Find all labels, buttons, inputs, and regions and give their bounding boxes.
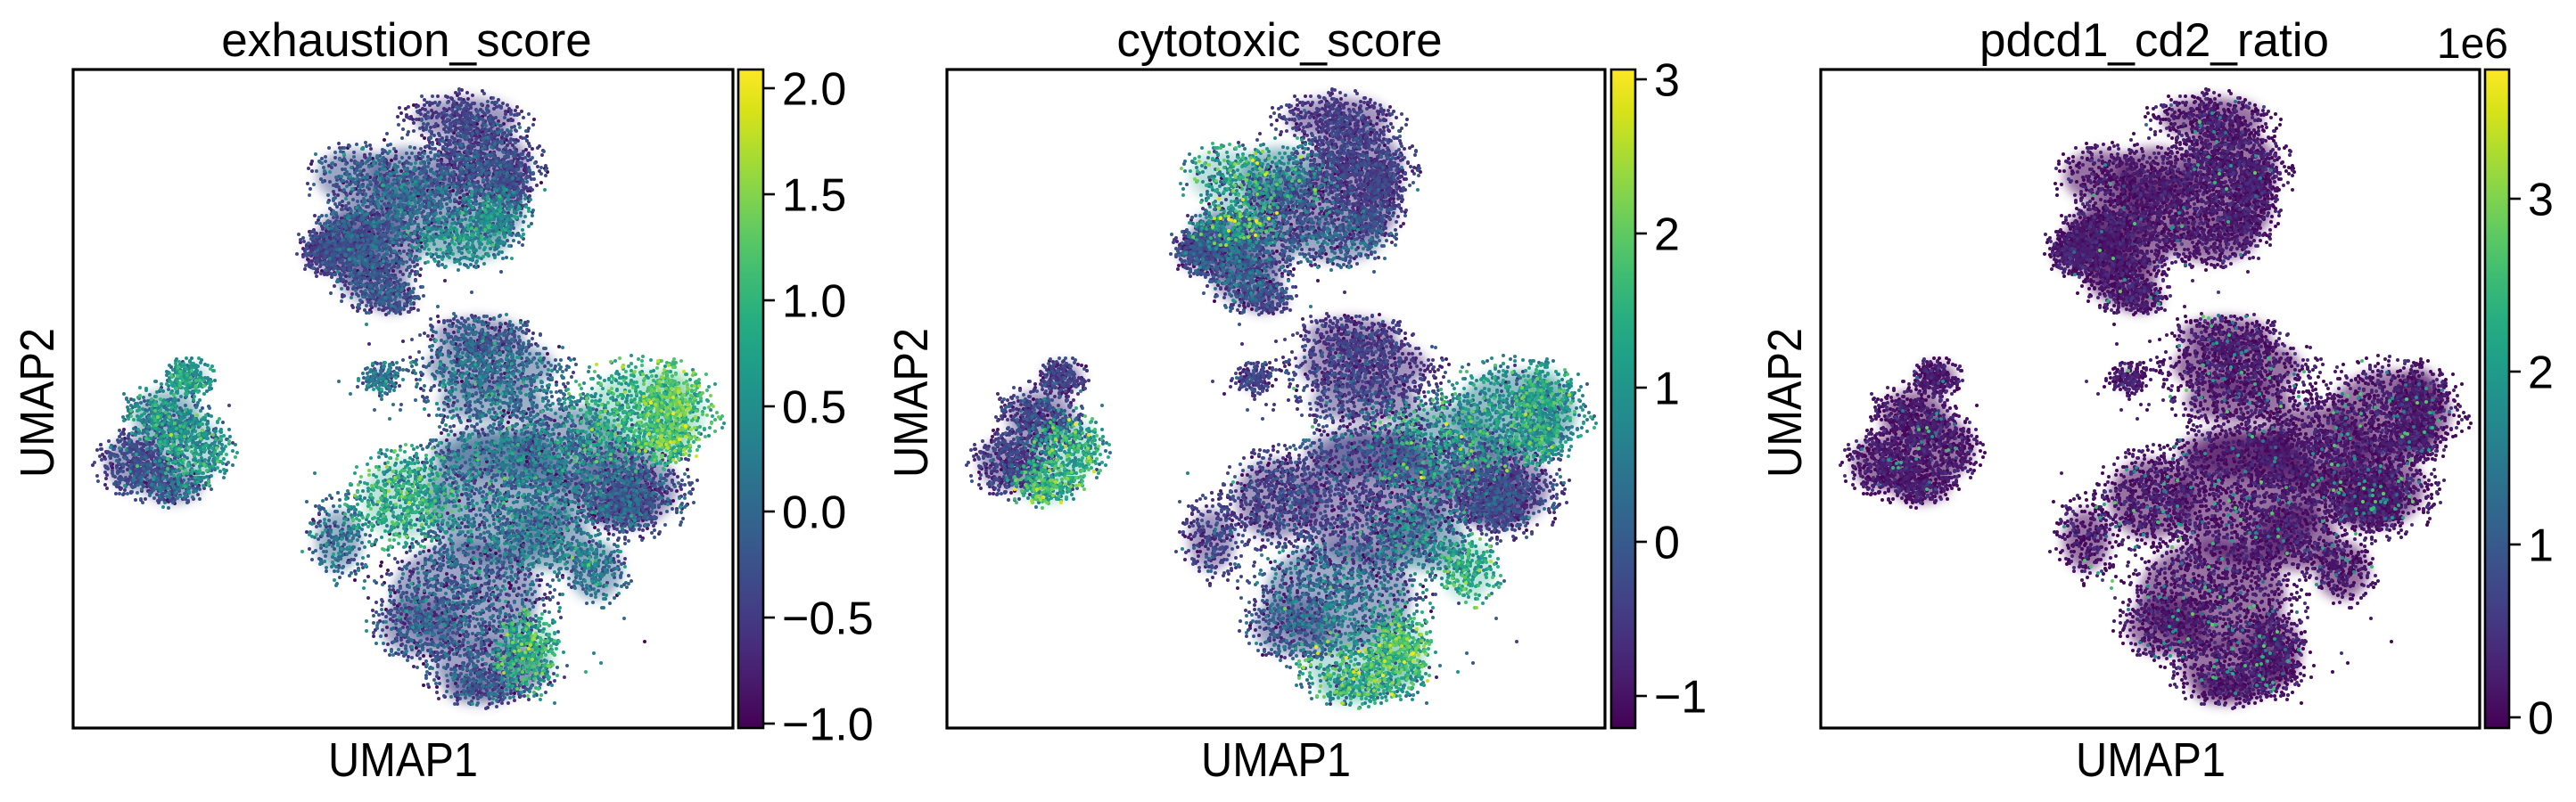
svg-text:0.5: 0.5	[782, 382, 846, 434]
svg-text:0: 0	[1654, 518, 1680, 569]
svg-text:−0.5: −0.5	[782, 593, 874, 645]
svg-text:1: 1	[1654, 364, 1680, 415]
svg-text:1.0: 1.0	[782, 276, 846, 328]
svg-text:3: 3	[2528, 175, 2554, 226]
svg-text:UMAP1: UMAP1	[2076, 733, 2226, 787]
svg-text:−1: −1	[1654, 672, 1707, 724]
svg-text:cytotoxic_score: cytotoxic_score	[1116, 14, 1442, 67]
svg-text:UMAP1: UMAP1	[328, 733, 478, 787]
svg-text:UMAP2: UMAP2	[11, 328, 64, 478]
svg-text:UMAP2: UMAP2	[1758, 328, 1812, 478]
svg-text:3: 3	[1654, 55, 1680, 107]
svg-text:1e6: 1e6	[2437, 20, 2508, 68]
svg-text:1.5: 1.5	[782, 170, 846, 222]
svg-text:0.0: 0.0	[782, 487, 846, 539]
svg-text:2.0: 2.0	[782, 64, 846, 116]
svg-text:pdcd1_cd2_ratio: pdcd1_cd2_ratio	[1979, 14, 2329, 67]
svg-text:2: 2	[2528, 348, 2554, 399]
svg-text:0: 0	[2528, 693, 2554, 745]
svg-text:2: 2	[1654, 209, 1680, 261]
svg-text:−1.0: −1.0	[782, 700, 874, 751]
svg-text:1: 1	[2528, 520, 2554, 572]
svg-text:exhaustion_score: exhaustion_score	[221, 14, 591, 67]
svg-text:UMAP2: UMAP2	[885, 328, 938, 478]
svg-text:UMAP1: UMAP1	[1201, 733, 1351, 787]
